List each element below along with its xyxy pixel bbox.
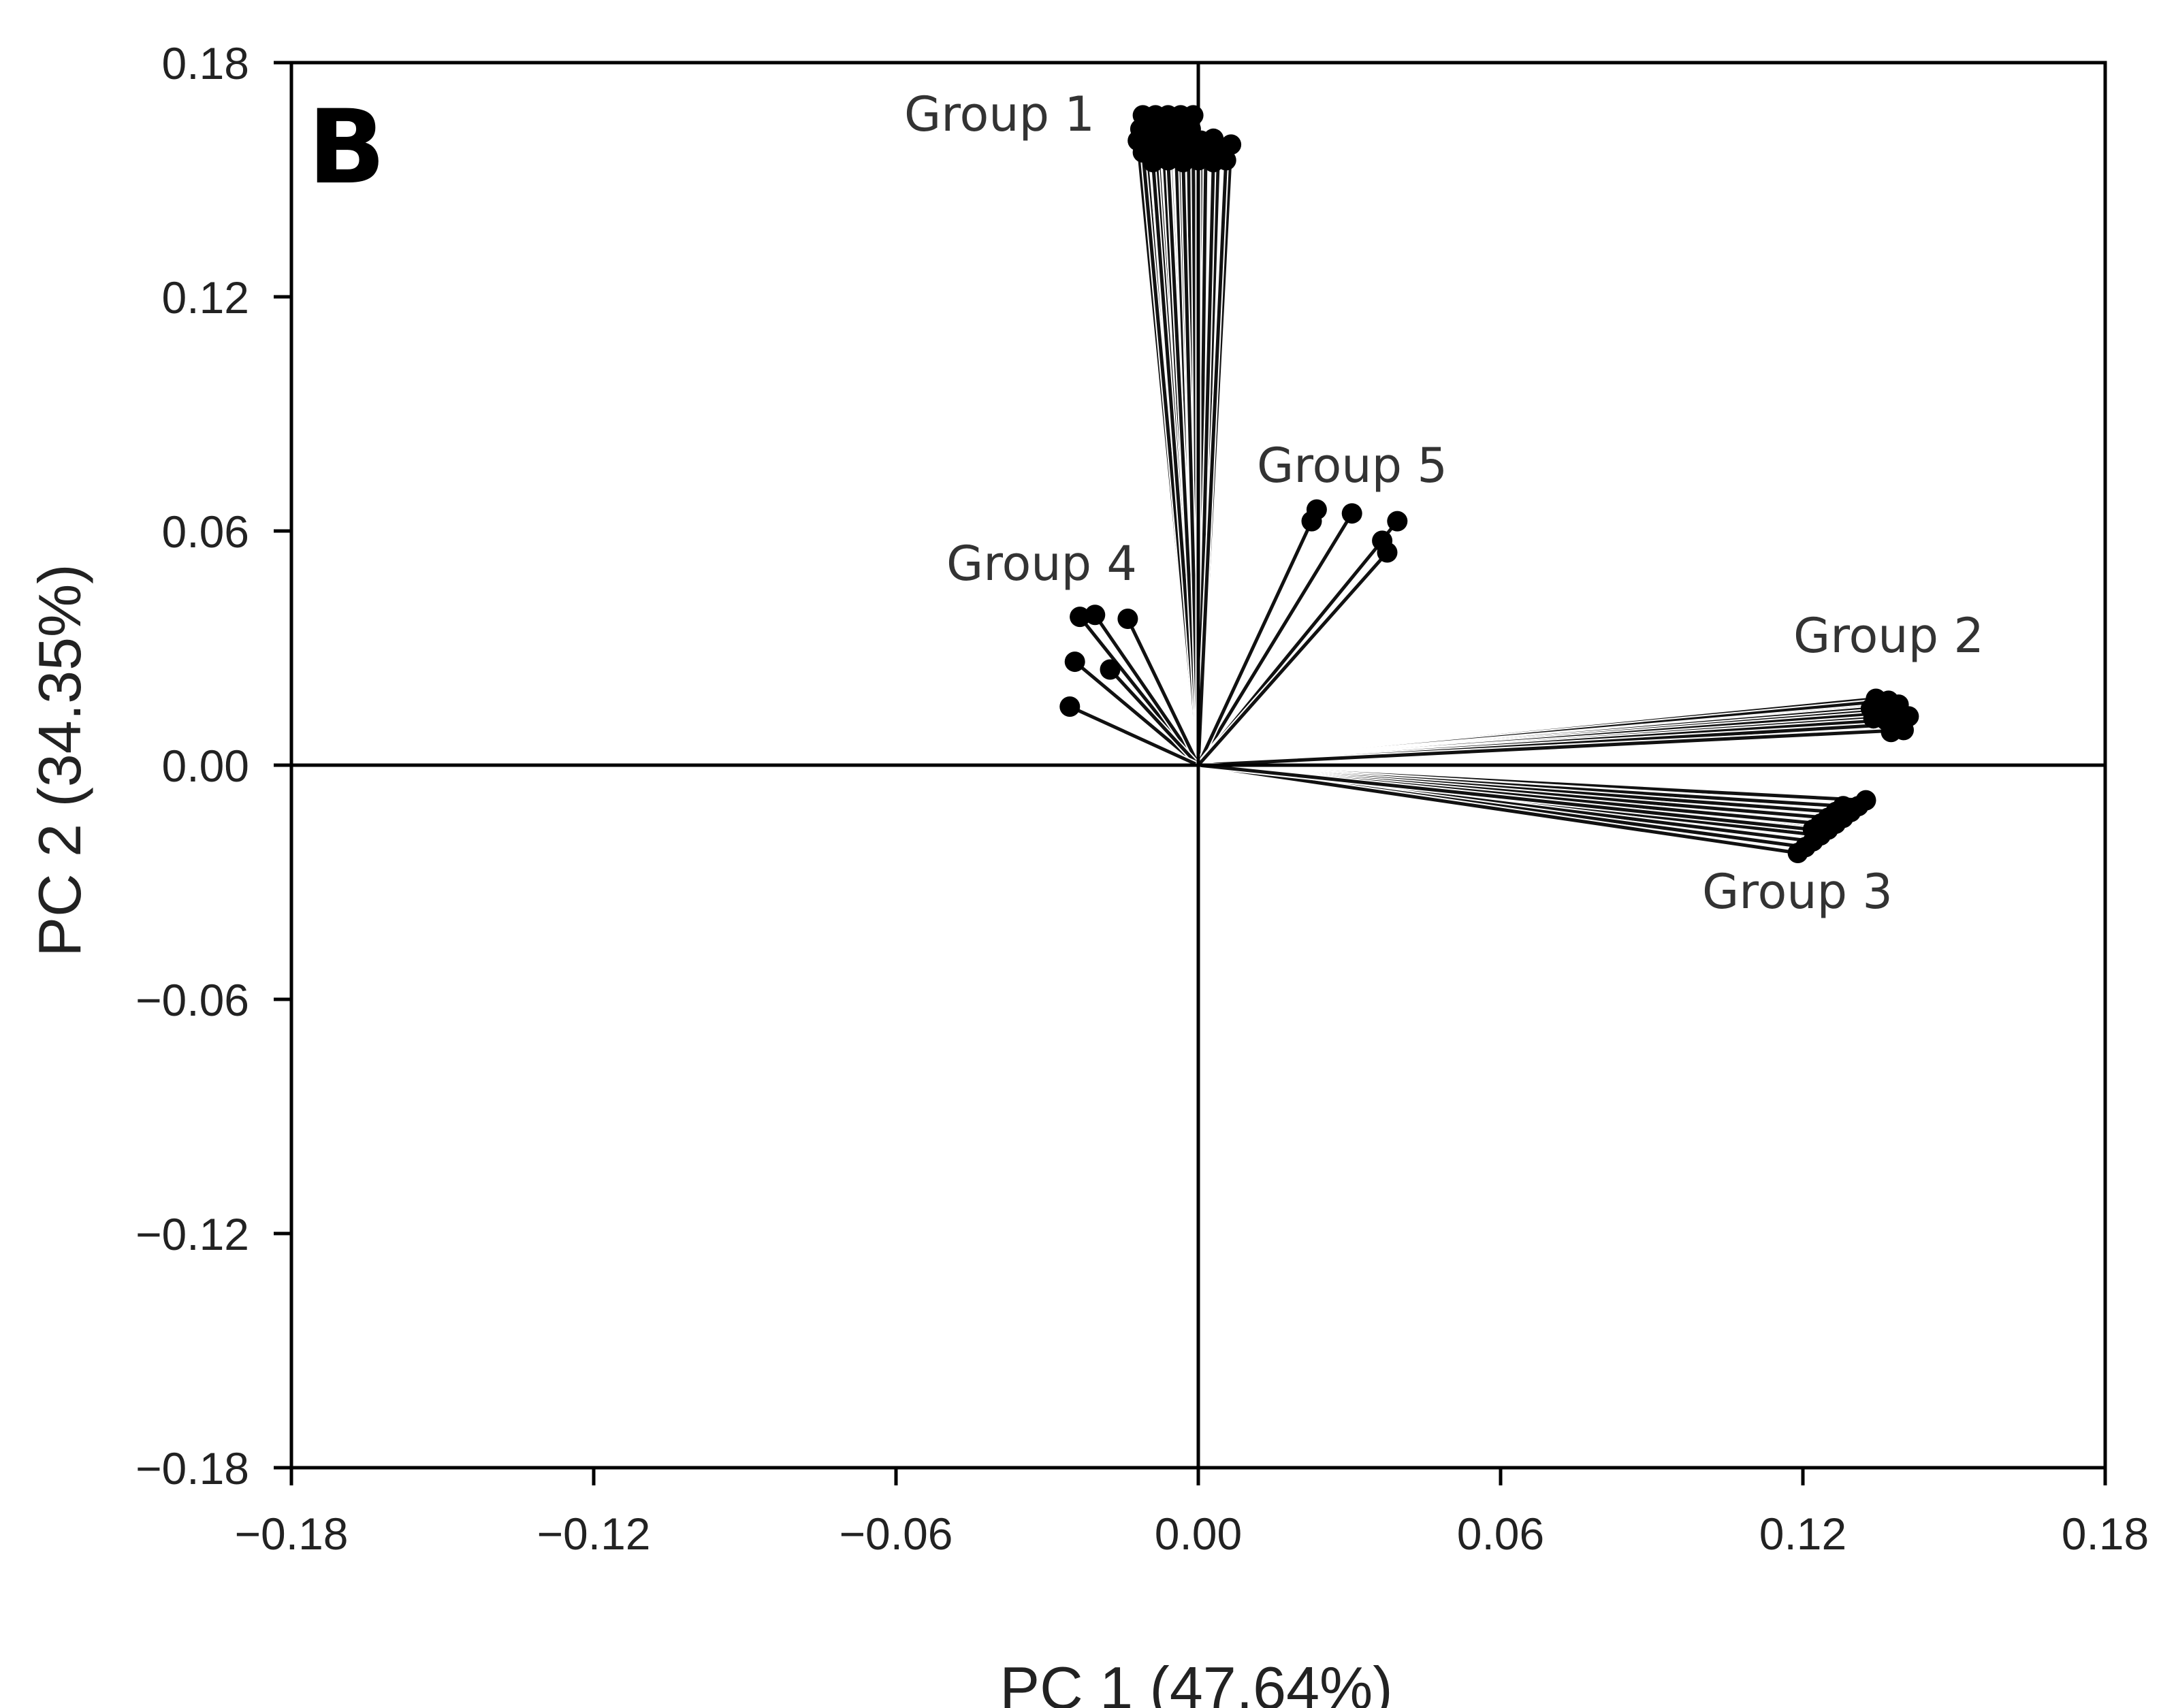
point-g5-6 [1377, 542, 1398, 563]
group-5-label: Group 5 [1257, 438, 1447, 494]
group-2-label: Group 2 [1793, 608, 1984, 664]
point-g2-12 [1893, 720, 1914, 741]
vector-line-g4-5 [1108, 668, 1200, 767]
vector-line-g5-6 [1196, 551, 1389, 767]
x-tick-label-3: −0.06 [839, 1509, 953, 1559]
vector-line-g3-10 [1196, 763, 1800, 855]
vector-line-g4-6 [1068, 705, 1200, 767]
vector-line-g4-4 [1073, 660, 1200, 767]
x-tick-label-4: 0.00 [1155, 1509, 1242, 1559]
y-tick-label-3: −0.06 [135, 975, 249, 1025]
loading-vectors [1066, 112, 1912, 856]
y-tick-label-1: −0.18 [135, 1443, 249, 1494]
point-g1-28 [1172, 152, 1194, 173]
ticks: −0.18 −0.12 −0.06 0.00 0.06 0.12 0.18 −0.18 −0.1… [135, 38, 2149, 1559]
point-g4-1 [1070, 607, 1091, 628]
point-g5-3 [1387, 511, 1408, 532]
point-g1-25 [1221, 134, 1242, 155]
vector-line-g4-2 [1093, 613, 1200, 767]
x-axis-title: PC 1 (47.64%) [999, 1654, 1392, 1708]
y-tick-label-2: −0.12 [135, 1209, 249, 1259]
group-1-label: Group 1 [904, 86, 1095, 142]
y-tick-label-7: 0.18 [162, 38, 249, 88]
point-g1-27 [1157, 150, 1179, 171]
x-tick-label-7: 0.18 [2062, 1509, 2149, 1559]
y-axis-title: PC 2 (34.35%) [26, 564, 93, 956]
point-g1-31 [1215, 150, 1236, 171]
x-tick-label-6: 0.12 [1759, 1509, 1846, 1559]
axes [289, 61, 2107, 1470]
loading-points [1059, 105, 1919, 863]
point-g4-6 [1059, 696, 1081, 717]
point-g5-2 [1341, 503, 1362, 524]
y-tick-label-6: 0.12 [162, 272, 249, 323]
x-tick-label-1: −0.18 [235, 1509, 349, 1559]
vector-line-g5-2 [1196, 511, 1354, 767]
vector-line-g2-12 [1196, 728, 1906, 767]
vector-line-g1-31 [1196, 158, 1228, 767]
point-g3-15 [1802, 819, 1823, 840]
point-g4-3 [1117, 609, 1138, 629]
y-tick-label-5: 0.06 [162, 506, 249, 557]
y-tick-label-4: 0.00 [162, 741, 249, 791]
panel-label: B [308, 88, 385, 207]
group-4-label: Group 4 [946, 536, 1137, 592]
group-3-label: Group 3 [1702, 864, 1893, 920]
vector-line-g5-4 [1196, 519, 1313, 767]
x-tick-label-2: −0.12 [537, 1509, 651, 1559]
vector-line-g3-15 [1196, 763, 1815, 832]
point-g3-10 [1787, 843, 1808, 863]
x-tick-label-5: 0.06 [1457, 1509, 1544, 1559]
point-g4-5 [1100, 659, 1121, 680]
vector-line-g4-3 [1125, 617, 1200, 767]
point-g4-4 [1064, 651, 1085, 673]
point-g4-2 [1085, 605, 1106, 626]
point-g5-4 [1301, 511, 1322, 532]
point-g1-26 [1142, 152, 1164, 173]
